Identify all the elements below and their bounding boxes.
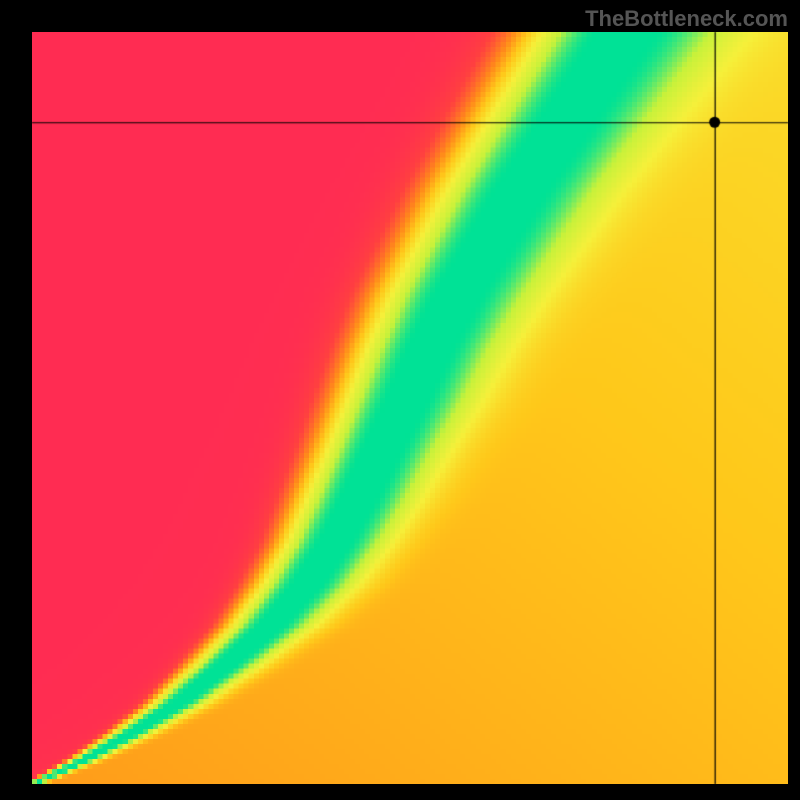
- watermark-text: TheBottleneck.com: [585, 6, 788, 32]
- bottleneck-heatmap: [32, 32, 788, 784]
- chart-container: { "watermark": { "text": "TheBottleneck.…: [0, 0, 800, 800]
